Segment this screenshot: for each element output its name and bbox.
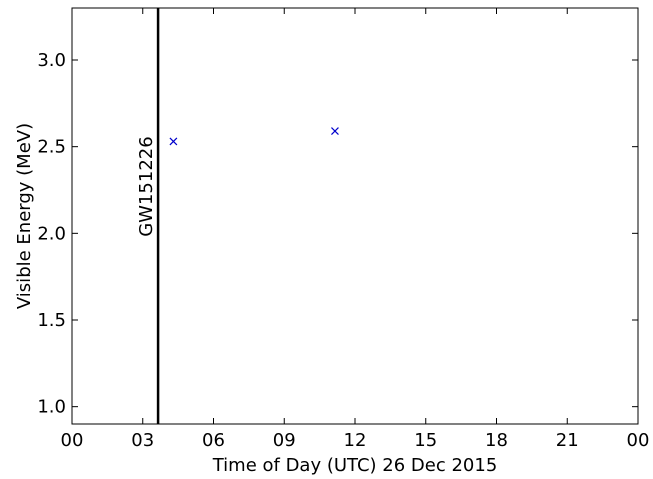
x-tick-label: 21 xyxy=(556,430,579,451)
data-point-stroke xyxy=(331,127,339,135)
x-tick-label: 18 xyxy=(485,430,508,451)
y-tick-label: 1.5 xyxy=(37,310,66,331)
x-tick-label: 03 xyxy=(131,430,154,451)
data-point xyxy=(331,127,339,135)
y-tick-label: 2.5 xyxy=(37,137,66,158)
y-tick-label: 1.0 xyxy=(37,397,66,418)
plot-frame xyxy=(71,7,639,425)
y-tick-label: 2.0 xyxy=(37,223,66,244)
x-tick-label: 00 xyxy=(627,430,650,451)
x-tick-label: 06 xyxy=(202,430,225,451)
x-tick-label: 15 xyxy=(414,430,437,451)
x-tick-label: 09 xyxy=(273,430,296,451)
y-axis-label: Visible Energy (MeV) xyxy=(14,123,35,309)
x-tick-label: 00 xyxy=(61,430,84,451)
x-tick-label: 12 xyxy=(344,430,367,451)
x-axis-label: Time of Day (UTC) 26 Dec 2015 xyxy=(212,455,498,476)
y-tick-label: 3.0 xyxy=(37,50,66,71)
event-label: GW151226 xyxy=(136,136,157,236)
data-point-stroke xyxy=(169,137,178,146)
data-point xyxy=(169,137,178,146)
